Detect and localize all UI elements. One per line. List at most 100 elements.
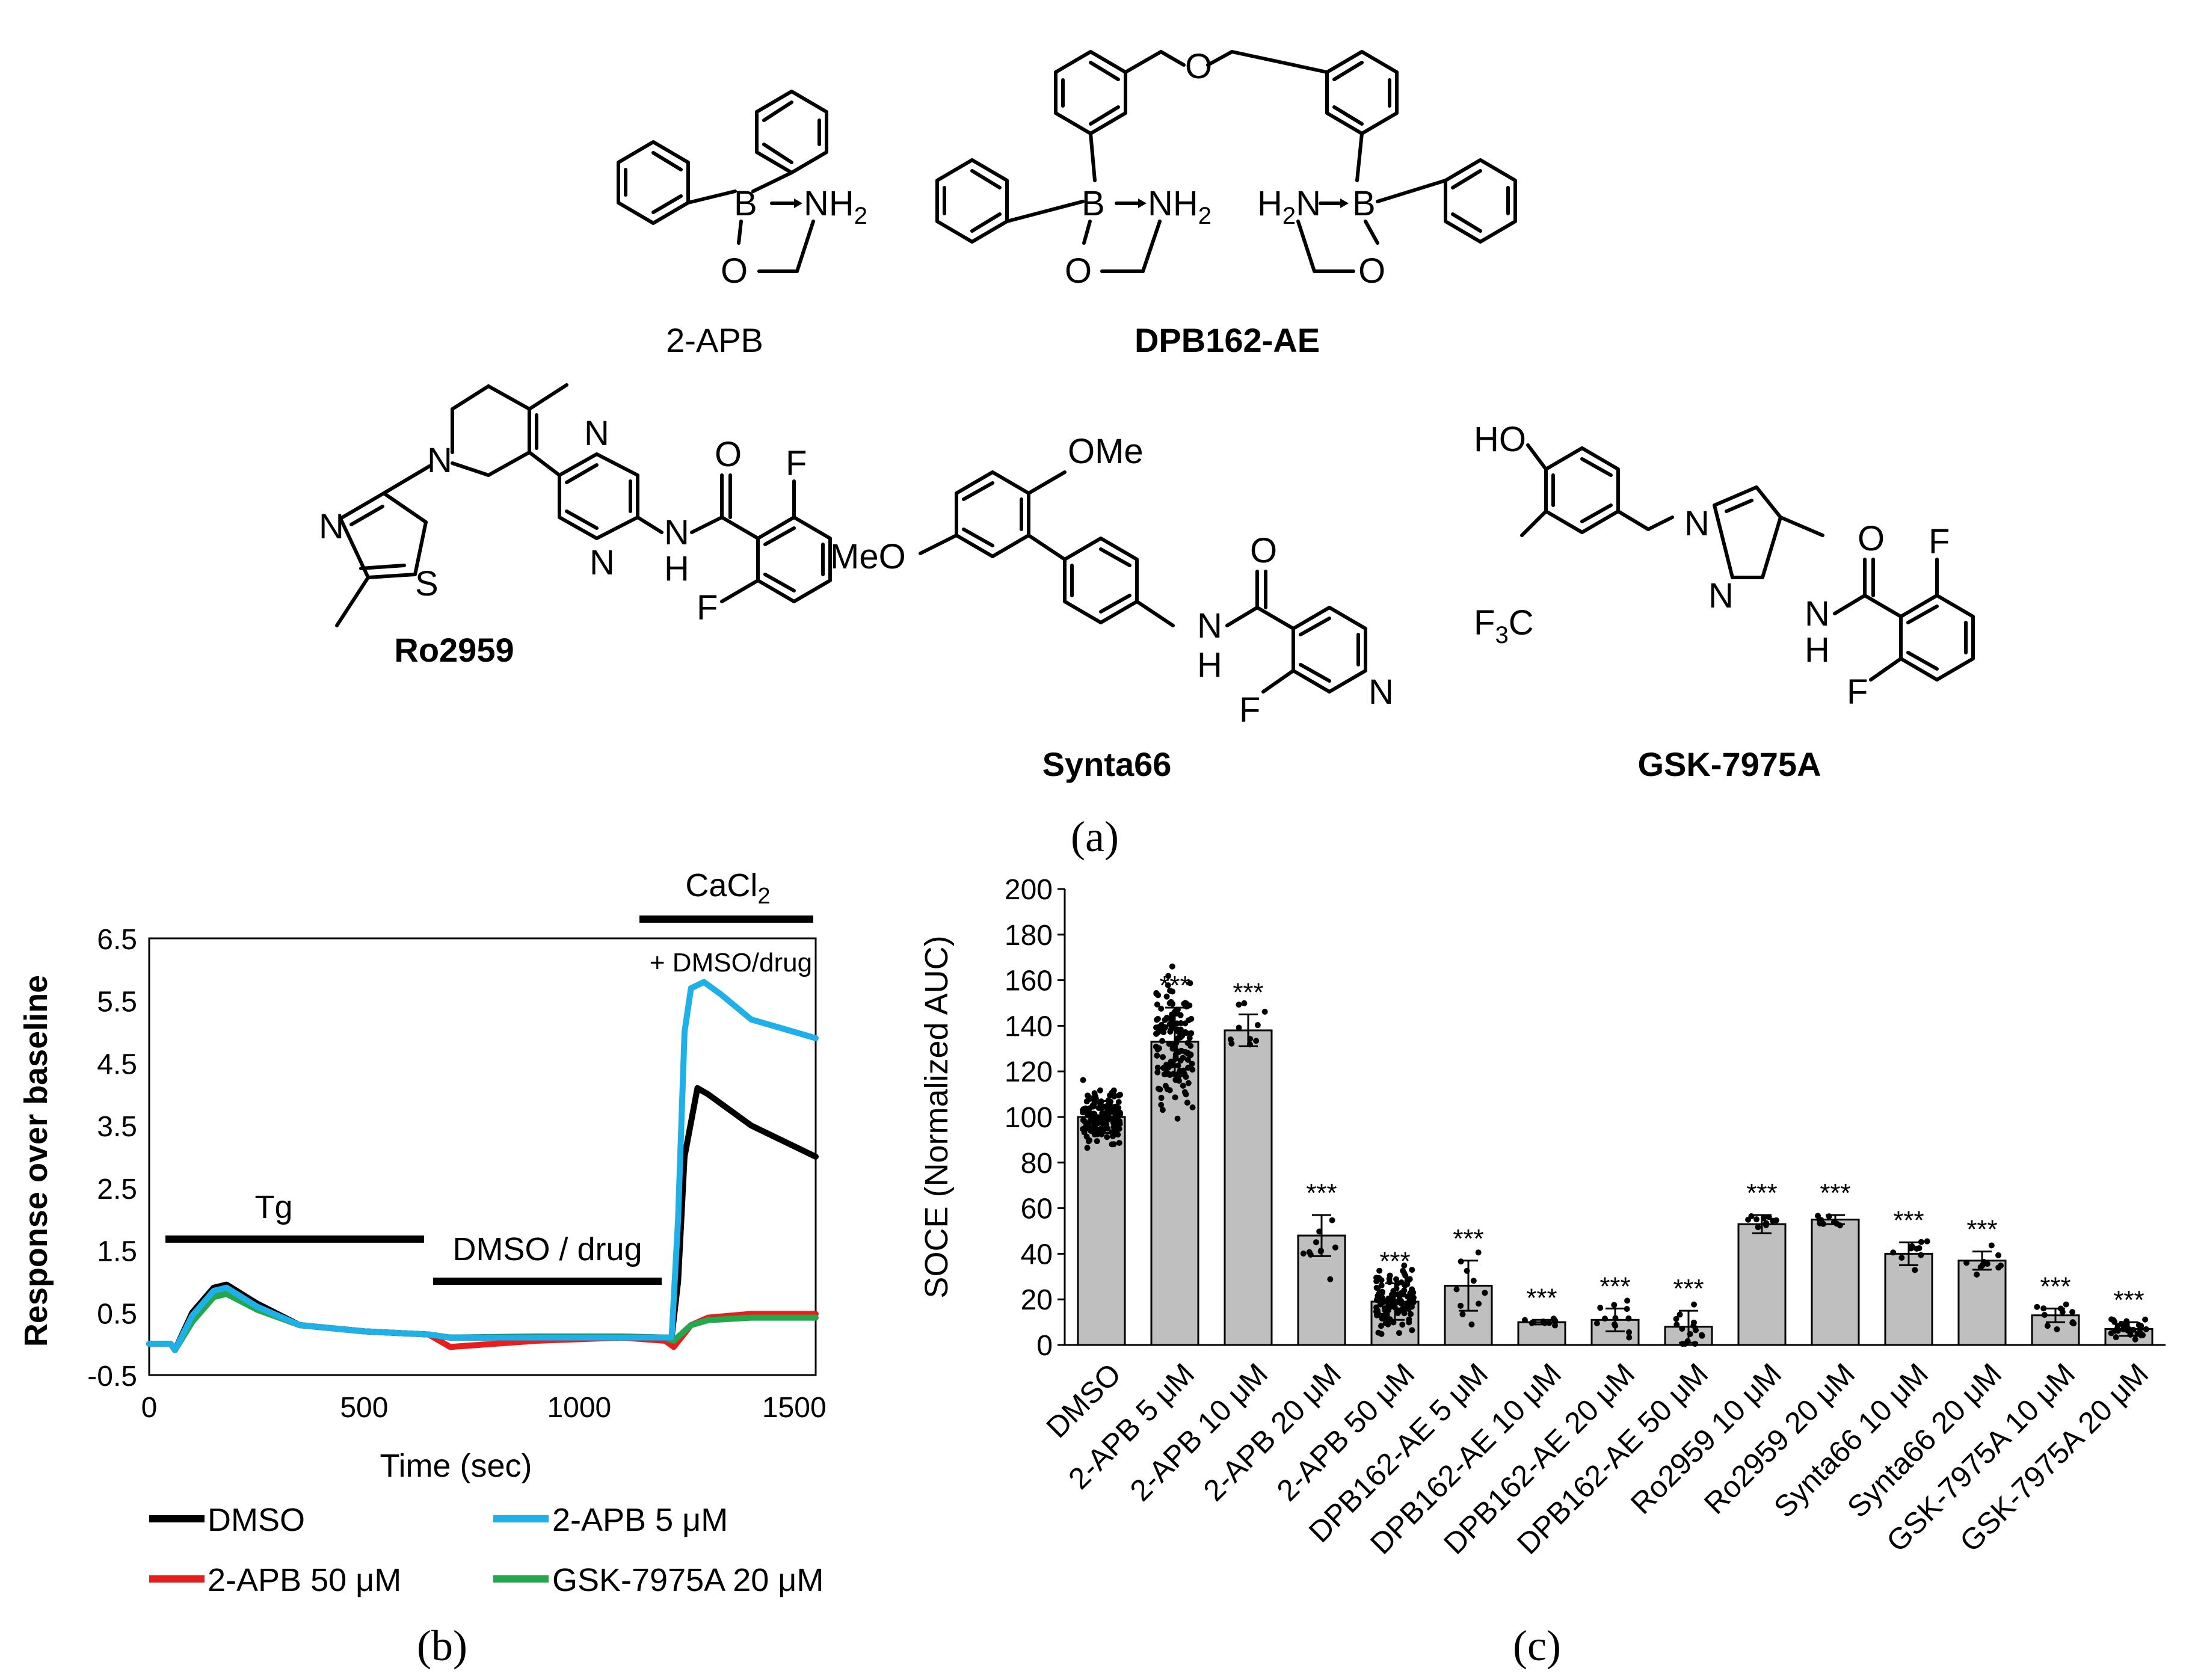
data-point bbox=[1400, 1291, 1406, 1297]
atom-o-right: O bbox=[1358, 251, 1385, 291]
name-ro2959: Ro2959 bbox=[394, 631, 514, 669]
data-point bbox=[1396, 1330, 1402, 1337]
data-point bbox=[1106, 1115, 1113, 1121]
panel-label-c: (c) bbox=[1513, 1622, 1561, 1670]
x-tick-label: 500 bbox=[340, 1392, 388, 1424]
bar bbox=[1517, 1321, 1566, 1346]
data-point bbox=[2135, 1322, 2142, 1328]
data-point bbox=[1183, 1030, 1190, 1036]
data-point bbox=[1253, 1038, 1260, 1044]
data-point bbox=[1995, 1264, 2002, 1271]
data-point bbox=[1080, 1117, 1086, 1124]
data-point bbox=[1165, 982, 1171, 988]
x-axis-ticks: 0 500 1000 1500 bbox=[141, 1392, 827, 1424]
y-tick-label: 80 bbox=[1021, 1148, 1053, 1180]
atom-f-top: F bbox=[786, 444, 807, 483]
data-point bbox=[1111, 1130, 1118, 1137]
data-point bbox=[2113, 1327, 2119, 1334]
y-tick-label: -0.5 bbox=[87, 1361, 137, 1392]
data-point bbox=[1169, 1000, 1176, 1007]
significance-label: *** bbox=[1966, 1215, 1997, 1245]
atom-nh: N bbox=[1805, 594, 1830, 633]
data-point bbox=[1153, 990, 1160, 997]
data-point bbox=[1611, 1302, 1618, 1308]
data-point bbox=[1185, 1065, 1192, 1071]
data-point bbox=[1093, 1125, 1100, 1132]
data-point bbox=[1154, 1065, 1161, 1071]
atom-nh2-left: NH2 bbox=[1148, 184, 1211, 229]
y-axis-label: Response over baseline bbox=[18, 975, 54, 1347]
data-point bbox=[2143, 1326, 2149, 1332]
data-point bbox=[2041, 1312, 2048, 1318]
annotation-drug-plus: + DMSO/drug bbox=[650, 948, 812, 977]
data-point bbox=[1691, 1301, 1698, 1308]
data-point bbox=[1387, 1296, 1393, 1303]
data-point bbox=[1163, 1015, 1170, 1021]
data-point bbox=[1115, 1121, 1122, 1127]
data-point bbox=[2137, 1329, 2143, 1335]
data-point bbox=[1378, 1331, 1385, 1337]
data-point bbox=[1181, 1000, 1187, 1007]
data-point bbox=[1188, 1030, 1195, 1036]
data-point bbox=[1482, 1290, 1488, 1296]
data-point bbox=[1241, 1000, 1248, 1006]
data-point bbox=[1459, 1311, 1466, 1317]
data-point bbox=[1185, 1080, 1192, 1086]
data-point bbox=[1097, 1087, 1103, 1094]
atom-f-top: F bbox=[1929, 522, 1950, 561]
data-point bbox=[1913, 1245, 1920, 1252]
data-point bbox=[1924, 1238, 1930, 1245]
data-point bbox=[1086, 1096, 1092, 1103]
data-point bbox=[2070, 1320, 2077, 1327]
data-point bbox=[1378, 1282, 1385, 1289]
data-point bbox=[1521, 1317, 1528, 1323]
data-point bbox=[1682, 1341, 1689, 1347]
data-point bbox=[1184, 1100, 1190, 1106]
atom-o-left: O bbox=[1065, 251, 1092, 291]
plot-frame bbox=[148, 937, 817, 1376]
data-point bbox=[1163, 993, 1170, 1000]
data-point bbox=[1159, 1038, 1166, 1044]
data-point bbox=[1817, 1217, 1823, 1224]
y-tick-label: 160 bbox=[1005, 965, 1053, 997]
data-point bbox=[1676, 1311, 1683, 1318]
atom-pz-n2: N bbox=[590, 543, 615, 582]
data-point bbox=[1166, 1041, 1172, 1047]
data-point bbox=[1236, 1024, 1242, 1031]
data-point bbox=[1163, 1062, 1170, 1068]
y-tick-label: 6.5 bbox=[97, 924, 137, 956]
data-point bbox=[1187, 980, 1193, 986]
data-point bbox=[1475, 1249, 1482, 1256]
bars: DMSO***2-APB 5 μM***2-APB 10 μM***2-APB … bbox=[1040, 963, 2155, 1561]
atom-h: H bbox=[664, 549, 689, 588]
x-tick-label: 0 bbox=[141, 1392, 158, 1424]
atom-nh: N bbox=[664, 513, 689, 552]
data-point bbox=[1154, 1069, 1161, 1075]
data-point bbox=[1470, 1278, 1477, 1284]
data-point bbox=[1177, 1057, 1184, 1064]
atom-h: H bbox=[1197, 645, 1222, 685]
y-tick-label: 200 bbox=[1005, 874, 1053, 906]
structure-gsk-7975a: HO F3C N N N H O bbox=[1474, 420, 1975, 783]
data-point bbox=[1332, 1244, 1338, 1251]
atom-o: O bbox=[1250, 531, 1277, 570]
data-point bbox=[1109, 1107, 1115, 1114]
legend-label-2apb5: 2-APB 5 μM bbox=[552, 1502, 728, 1538]
data-point bbox=[1394, 1299, 1401, 1305]
atom-nh2: NH2 bbox=[804, 184, 867, 229]
data-point bbox=[1155, 1085, 1162, 1092]
data-point bbox=[1115, 1092, 1122, 1099]
data-point bbox=[1402, 1272, 1409, 1279]
y-tick-label: 3.5 bbox=[97, 1111, 137, 1143]
y-tick-label: 0 bbox=[1036, 1330, 1053, 1362]
y-axis-ticks: 6.5 5.5 4.5 3.5 2.5 1.5 0.5 -0.5 bbox=[87, 924, 137, 1392]
data-point bbox=[1168, 1026, 1175, 1032]
data-point bbox=[1176, 1077, 1183, 1084]
data-point bbox=[1085, 1112, 1092, 1119]
atom-py-n: N bbox=[1369, 672, 1394, 712]
atom-meo: MeO bbox=[830, 537, 906, 576]
data-point bbox=[1624, 1306, 1630, 1312]
data-point bbox=[1918, 1238, 1924, 1245]
series-line-0 bbox=[146, 1085, 819, 1353]
significance-label: *** bbox=[1673, 1274, 1704, 1303]
